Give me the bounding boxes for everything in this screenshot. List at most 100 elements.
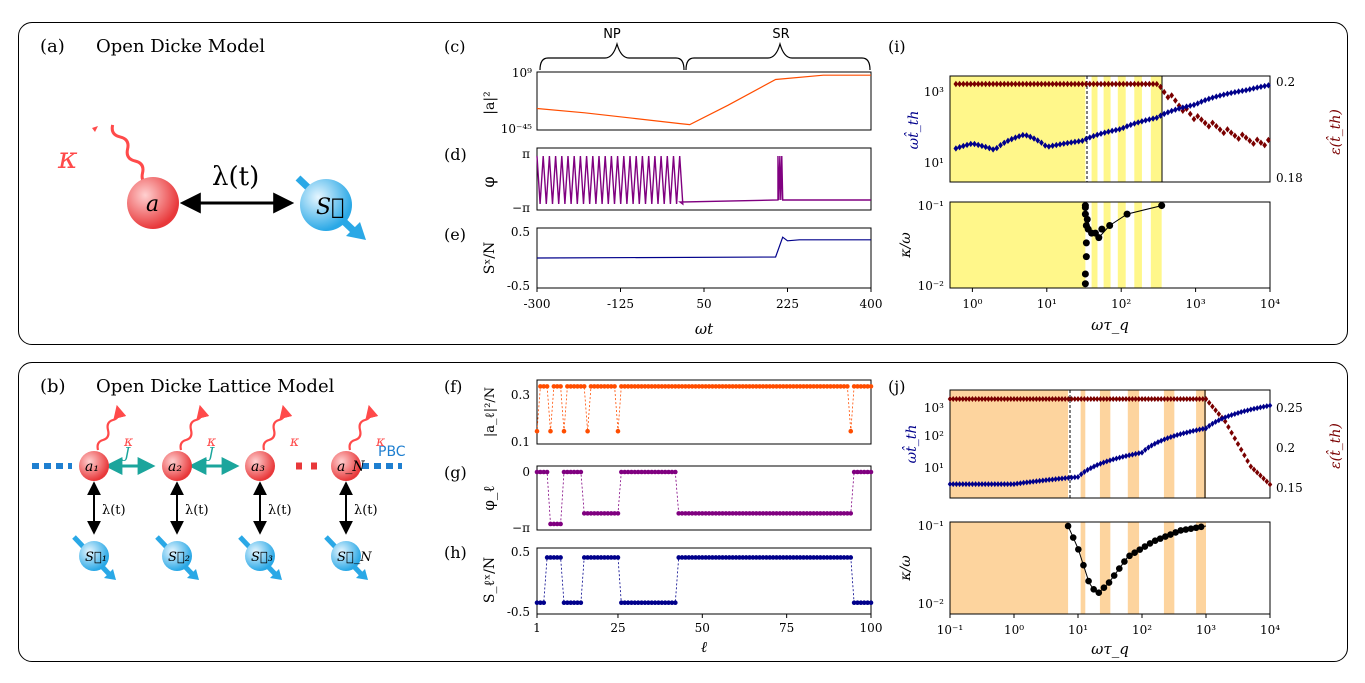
data-point — [639, 384, 644, 389]
data-point — [656, 600, 661, 605]
data-point — [777, 555, 783, 560]
data-point — [1133, 450, 1138, 457]
data-point — [558, 521, 563, 527]
data-point — [1009, 80, 1015, 88]
data-point — [1024, 80, 1029, 88]
x-tick-label: 10⁴ — [1260, 297, 1280, 311]
data-point — [1113, 80, 1119, 88]
data-point — [770, 555, 776, 560]
shaded-band — [1163, 522, 1175, 614]
kappa-label: κ — [375, 434, 385, 450]
data-point — [1050, 80, 1056, 88]
plot-e-series — [536, 236, 871, 259]
data-point — [855, 469, 860, 475]
data-point — [740, 511, 746, 516]
data-point — [757, 555, 762, 560]
data-point — [689, 511, 695, 516]
data-point — [629, 469, 634, 475]
data-point — [1066, 474, 1071, 481]
data-point — [1217, 92, 1223, 99]
data-point — [794, 511, 800, 516]
panel-b-title: Open Dicke Lattice Model — [96, 376, 335, 397]
data-point — [964, 141, 970, 149]
data-point — [1225, 126, 1230, 133]
data-point — [1117, 126, 1122, 133]
data-point — [845, 384, 850, 389]
data-point — [1254, 84, 1260, 91]
data-point — [639, 469, 644, 475]
data-point — [1139, 449, 1145, 456]
data-point — [973, 396, 978, 402]
plot-h-xticks: 1 25 50 75 100 — [533, 614, 882, 635]
spin-arrowhead — [270, 569, 282, 580]
data-point — [801, 384, 806, 389]
data-point — [753, 511, 759, 516]
data-point — [1132, 80, 1137, 88]
plot-h-xlabel: ℓ — [701, 638, 707, 656]
data-point — [855, 384, 860, 389]
data-point — [1062, 396, 1068, 402]
data-point — [760, 384, 766, 389]
data-point — [1203, 396, 1209, 402]
data-point — [764, 555, 769, 560]
data-point — [1117, 80, 1122, 88]
data-point — [814, 555, 820, 560]
data-point — [642, 600, 648, 605]
data-point — [851, 469, 857, 475]
data-point — [824, 384, 830, 389]
data-point — [1236, 88, 1242, 95]
data-point — [1187, 525, 1195, 532]
data-point — [1167, 531, 1174, 538]
data-point — [1069, 396, 1074, 402]
data-point — [1034, 478, 1039, 485]
panel-h-tag: (h) — [444, 543, 467, 562]
data-point — [1146, 116, 1152, 123]
data-point — [1213, 122, 1219, 130]
data-point — [1165, 109, 1171, 116]
data-point — [693, 384, 698, 389]
data-point — [1149, 442, 1154, 449]
data-point — [957, 80, 963, 88]
data-point — [1180, 107, 1186, 114]
data-point — [807, 555, 813, 560]
data-point — [1169, 107, 1175, 115]
kappa-label: κ — [289, 434, 299, 450]
data-point — [1261, 475, 1266, 482]
panel-a: (a) Open Dicke Model κ a λ(t) S⃗ — [40, 36, 366, 240]
data-point — [706, 384, 712, 389]
data-point — [737, 384, 742, 389]
data-point — [595, 384, 601, 389]
plot-j-ytick-left-1: 10³ — [924, 401, 944, 415]
data-point — [1104, 396, 1110, 402]
data-point — [588, 555, 594, 560]
data-point — [548, 555, 553, 560]
data-point — [1024, 132, 1029, 139]
data-point — [1016, 80, 1022, 88]
data-point — [1037, 477, 1042, 484]
data-point — [700, 555, 705, 560]
data-point — [1056, 475, 1062, 482]
data-point — [1143, 117, 1149, 124]
data-point — [1258, 472, 1263, 479]
data-point — [970, 396, 975, 402]
plot-i-ylabel-right: ε(t̂_th) — [1325, 109, 1344, 155]
kappa-label: κ — [123, 434, 133, 450]
spin-arrowhead — [187, 569, 199, 580]
plot-f-frame — [536, 379, 872, 445]
plot-g-frame — [536, 465, 872, 531]
data-point — [608, 555, 614, 560]
data-point — [1232, 89, 1238, 96]
data-point — [1248, 463, 1254, 470]
data-point — [963, 481, 969, 488]
data-point — [1177, 527, 1185, 534]
data-point — [851, 600, 857, 605]
data-point — [760, 511, 766, 516]
data-point — [629, 384, 634, 389]
data-point — [666, 600, 671, 605]
data-point — [743, 511, 749, 516]
plot-c-ylabel: |a|² — [482, 91, 498, 114]
data-point — [970, 481, 975, 488]
data-point — [1114, 396, 1119, 402]
data-point — [1065, 139, 1070, 147]
data-point — [1109, 80, 1115, 88]
